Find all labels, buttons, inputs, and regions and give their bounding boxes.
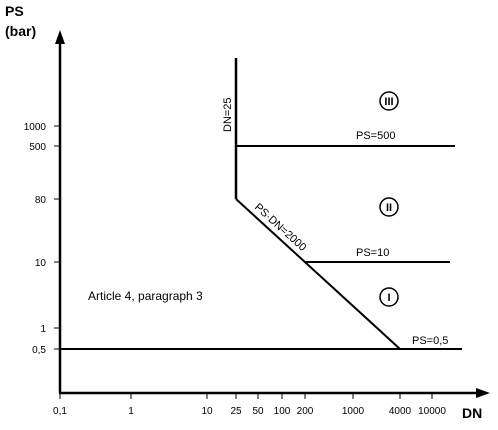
x-tick-label: 25 [230, 406, 242, 417]
x-axis-arrow [476, 388, 490, 398]
article-annotation: Article 4, paragraph 3 [88, 289, 203, 303]
label-dn-25: DN=25 [222, 97, 234, 132]
x-tick-label: 4000 [389, 406, 412, 417]
x-tick-label: 10 [201, 406, 213, 417]
category-marker-ii: II [379, 197, 399, 217]
category-circle [379, 287, 399, 307]
label-ps-0-5: PS=0,5 [412, 335, 448, 347]
y-axis-unit: (bar) [5, 23, 36, 39]
x-axis-title: DN [462, 405, 482, 421]
category-label: I [387, 292, 390, 304]
category-marker-i: I [379, 287, 399, 307]
x-tick-label: 50 [252, 406, 264, 417]
y-tick-label: 10 [35, 258, 47, 269]
y-tick-label: 0,5 [32, 345, 46, 356]
x-tick-label: 1 [128, 406, 134, 417]
category-label: II [386, 202, 392, 214]
category-circle [379, 197, 399, 217]
label-ps-10: PS=10 [356, 247, 389, 259]
y-tick-label: 1000 [24, 122, 47, 133]
x-tick-label: 1000 [342, 406, 365, 417]
x-tick-label: 10000 [418, 406, 446, 417]
x-tick-label: 100 [274, 406, 291, 417]
y-ticks: 0,5 1 10 80 500 1000 [24, 122, 60, 356]
y-axis-arrow [55, 30, 65, 44]
label-psdn-2000: PS·DN=2000 [252, 201, 308, 253]
x-tick-label: 200 [297, 406, 314, 417]
y-tick-label: 1 [40, 324, 46, 335]
boundary-psdn-2000-line [235, 198, 401, 350]
x-tick-label: 0,1 [53, 406, 67, 417]
x-ticks: 0,1 1 10 25 50 100 200 1000 4000 10000 [53, 393, 446, 417]
category-marker-iii: III [379, 91, 399, 111]
category-label: III [384, 96, 393, 108]
y-axis-title: PS [5, 3, 24, 19]
label-ps-500: PS=500 [356, 130, 395, 142]
y-tick-label: 500 [29, 142, 46, 153]
y-tick-label: 80 [35, 195, 47, 206]
category-circle [379, 91, 399, 111]
